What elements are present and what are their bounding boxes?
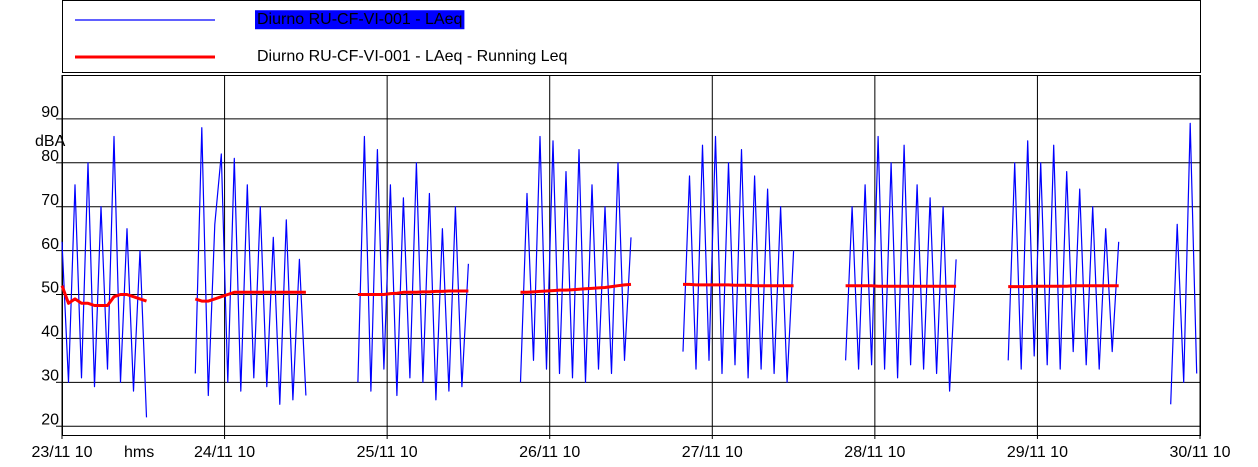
legend-highlight <box>255 10 465 30</box>
x-tick-label: 28/11 10 <box>844 444 905 461</box>
legend-box <box>62 0 1201 73</box>
y-axis-label: dBA <box>35 133 66 150</box>
y-tick-label: 20 <box>41 411 59 428</box>
x-axis-label: hms <box>124 444 154 461</box>
legend-label: Diurno RU-CF-VI-001 - LAeq - Running Leq <box>257 48 567 65</box>
y-tick-label: 80 <box>41 148 59 165</box>
x-tick-label: 27/11 10 <box>682 444 743 461</box>
y-tick-label: 30 <box>41 368 59 385</box>
x-tick-label: 30/11 10 <box>1169 444 1230 461</box>
y-tick-label: 40 <box>41 324 59 341</box>
y-tick-label: 70 <box>41 192 59 209</box>
plot-frame <box>62 75 1201 436</box>
x-tick-label: 23/11 10 <box>31 444 92 461</box>
legend-label: Diurno RU-CF-VI-001 - LAeq <box>257 11 462 28</box>
series-line <box>61 122 1198 418</box>
x-tick-label: 25/11 10 <box>357 444 418 461</box>
y-tick-label: 60 <box>41 236 59 253</box>
x-tick-label: 29/11 10 <box>1007 444 1068 461</box>
y-tick-label: 50 <box>41 280 59 297</box>
x-tick-label: 26/11 10 <box>519 444 580 461</box>
x-tick-label: 24/11 10 <box>194 444 255 461</box>
y-tick-label: 90 <box>41 104 59 121</box>
series-line <box>60 282 1119 307</box>
